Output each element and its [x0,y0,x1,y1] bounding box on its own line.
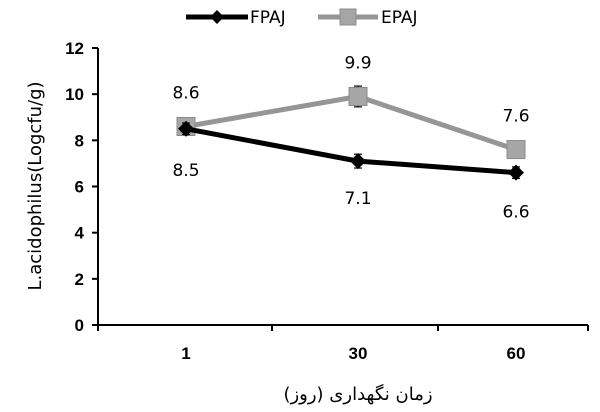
axes: 0 2 4 6 8 10 12 1 30 60 [65,39,589,363]
y-tick-label: 2 [75,270,84,289]
point-marker-fpaj [350,153,366,170]
legend-marker-epaj [339,8,357,26]
point-marker-epaj [506,140,526,160]
data-label-fpaj: 7.1 [344,189,371,209]
y-tick-label: 12 [65,39,84,58]
x-tick-label: 1 [181,344,190,363]
data-label-epaj: 9.9 [344,53,371,73]
data-label-epaj: 8.6 [172,83,199,103]
legend-item-fpaj: FPAJ [186,8,286,28]
legend-label-fpaj: FPAJ [250,8,286,28]
legend-item-epaj: EPAJ [318,8,418,28]
y-tick-label: 6 [75,178,84,197]
data-label-epaj: 7.6 [502,107,529,127]
legend-label-epaj: EPAJ [381,8,418,28]
x-tick-label: 30 [349,344,368,363]
point-marker-fpaj [508,164,524,181]
plot-area: 8.5 7.1 6.6 8.6 9.9 7.6 [172,53,529,222]
legend: FPAJ EPAJ [186,8,418,28]
point-marker-epaj [348,86,368,106]
y-tick-label: 0 [75,316,84,335]
x-axis-title: زمان نگهداری (روز) [283,383,432,405]
y-tick-label: 10 [65,85,84,104]
y-tick-label: 8 [75,131,84,150]
point-marker-fpaj [178,120,194,137]
data-label-fpaj: 6.6 [502,203,529,223]
x-tick-label: 60 [507,344,526,363]
data-label-fpaj: 8.5 [172,161,199,181]
y-tick-label: 4 [75,224,85,243]
legend-marker-fpaj [210,10,224,24]
y-axis-title: L.acidophilus(Logcfu/g) [25,81,46,290]
